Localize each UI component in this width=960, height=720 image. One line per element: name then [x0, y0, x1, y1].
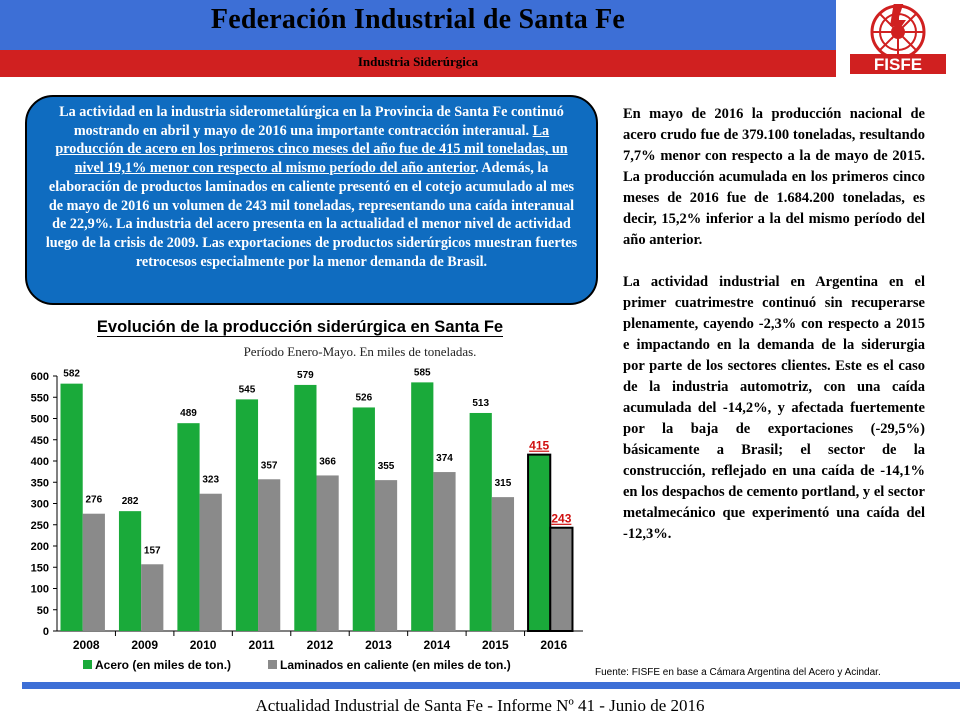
bar-laminados [199, 493, 222, 631]
summary-text-part1: La actividad en la industria siderometal… [59, 104, 564, 139]
bar-laminados [374, 480, 398, 631]
y-tick-label: 550 [31, 392, 49, 404]
data-label: 315 [495, 478, 512, 489]
y-tick-label: 150 [31, 562, 49, 574]
x-tick-label: 2012 [307, 638, 334, 652]
y-tick-label: 500 [31, 414, 49, 426]
summary-text-part2: . Además, la elaboración de productos la… [45, 160, 578, 270]
bar-acero [527, 453, 552, 632]
legend-swatch-laminados [268, 660, 277, 669]
data-label: 374 [436, 453, 453, 464]
page-title: Federación Industrial de Santa Fe [210, 4, 626, 35]
y-tick-label: 300 [31, 499, 49, 511]
y-tick-label: 250 [31, 520, 49, 532]
bar-acero [118, 511, 142, 631]
bar-acero [352, 407, 375, 631]
y-tick-label: 450 [31, 435, 49, 447]
data-label: 582 [63, 369, 80, 380]
y-tick-label: 200 [31, 541, 49, 553]
bar-laminados [491, 497, 515, 631]
legend-swatch-acero [83, 660, 92, 669]
y-tick-label: 0 [43, 626, 49, 638]
side-paragraph-1: En mayo de 2016 la producción nacional d… [623, 106, 925, 248]
bar-laminados [549, 526, 574, 633]
logo-text: FISFE [874, 55, 922, 74]
bar-laminados [258, 479, 281, 631]
data-label: 545 [239, 384, 256, 395]
chart-subtitle: Período Enero-Mayo. En miles de tonelada… [243, 344, 477, 359]
summary-text: La actividad en la industria siderometal… [41, 103, 582, 271]
source-note: Fuente: FISFE en base a Cámara Argentina… [595, 667, 881, 678]
chart-title-text: Evolución de la producción siderúrgica e… [96, 318, 504, 337]
summary-text-highlight: La producción de acero en los primeros c… [55, 122, 568, 177]
bar-laminados [316, 475, 339, 631]
x-tick-label: 2014 [424, 638, 451, 652]
subheader-bar [0, 50, 836, 77]
footer-rule [22, 682, 960, 689]
summary-callout: La actividad en la industria siderometal… [25, 95, 598, 305]
header-bar [0, 0, 836, 50]
y-tick-label: 100 [31, 584, 49, 596]
x-tick-label: 2015 [482, 638, 509, 652]
bar-laminados [433, 472, 456, 631]
y-tick-label: 400 [31, 456, 49, 468]
bar-acero [60, 383, 83, 631]
y-tick-label: 600 [31, 371, 49, 383]
bar-acero [235, 399, 259, 631]
data-label: 366 [319, 456, 336, 467]
data-label: 157 [144, 545, 161, 556]
legend-label-acero: Acero (en miles de ton.) [95, 658, 231, 672]
data-label: 357 [261, 460, 278, 471]
bar-acero [177, 423, 200, 631]
data-label: 579 [297, 370, 314, 381]
data-label: 243 [551, 512, 571, 526]
footer-text: Actualidad Industrial de Santa Fe - Info… [255, 696, 705, 715]
bar-acero [411, 382, 434, 631]
data-label: 513 [472, 398, 489, 409]
data-label: 415 [529, 439, 549, 453]
data-label: 585 [414, 367, 431, 378]
y-tick-label: 50 [37, 605, 49, 617]
data-label: 355 [378, 461, 395, 472]
page-subtitle: Industria Siderúrgica [357, 54, 479, 69]
x-tick-label: 2010 [190, 638, 217, 652]
data-label: 526 [355, 392, 372, 403]
data-label: 282 [122, 496, 139, 507]
data-label: 276 [85, 495, 102, 506]
x-tick-label: 2011 [249, 638, 275, 652]
x-tick-label: 2016 [540, 638, 567, 652]
bar-laminados [82, 513, 105, 631]
y-tick-label: 350 [31, 477, 49, 489]
fisfe-logo: FISFE [850, 4, 946, 74]
chart-title: Evolución de la producción siderúrgica e… [0, 318, 600, 337]
side-paragraph-2: La actividad industrial en Argentina en … [623, 274, 925, 542]
bar-acero [469, 412, 492, 631]
legend-label-laminados: Laminados en caliente (en miles de ton.) [280, 658, 511, 672]
production-chart: 0 50 100 150 200 250 300 350 400 450 500 550 600 2008… [31, 367, 583, 672]
x-tick-label: 2009 [131, 638, 158, 652]
bar-laminados [141, 564, 164, 631]
data-label: 489 [180, 408, 197, 419]
x-tick-label: 2008 [73, 638, 100, 652]
x-tick-label: 2013 [365, 638, 392, 652]
data-label: 323 [202, 475, 219, 486]
bar-acero [294, 384, 317, 631]
side-commentary: En mayo de 2016 la producción nacional d… [623, 104, 925, 566]
